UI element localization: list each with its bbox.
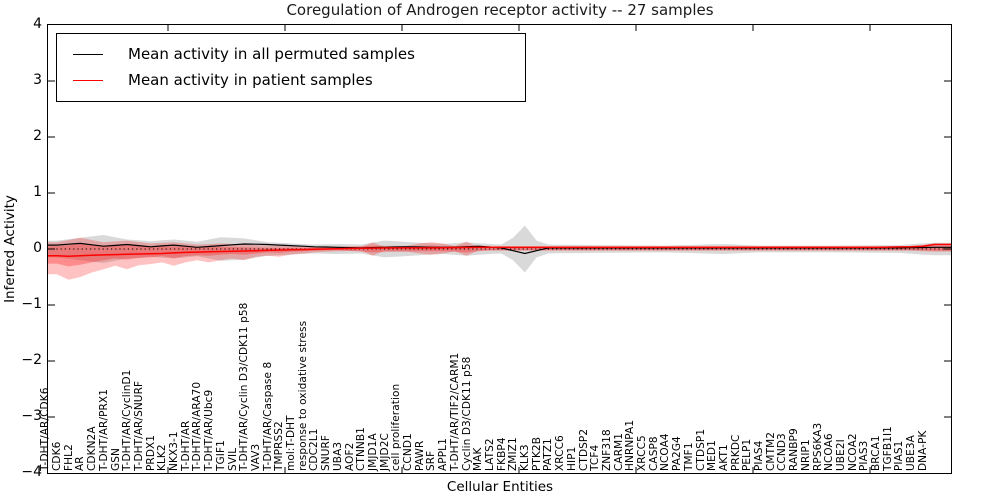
x-category-label: CTNNB1 [355, 427, 368, 471]
x-category-label: NCOA4 [659, 433, 672, 471]
x-category-label: FKBP4 [495, 437, 508, 471]
x-category-label: T-DHT/AR/PRX1 [97, 389, 110, 471]
x-category-label: XRCC5 [636, 435, 649, 471]
x-category-label: RPS6KA3 [811, 422, 824, 471]
legend-item-patient: Mean activity in patient samples [73, 67, 525, 93]
x-category-label: UBA3 [331, 441, 344, 471]
x-category-label: NRIP1 [799, 439, 812, 471]
x-category-label: APPL1 [437, 438, 450, 471]
x-category-label: MED1 [706, 440, 719, 471]
x-category-label: TGIF1 [214, 440, 227, 471]
legend-line-permuted-icon [73, 53, 103, 55]
x-category-label: mol:T-DHT [285, 415, 298, 471]
x-category-label: T-DHT/AR/Ubc9 [203, 389, 216, 471]
x-category-label: cell proliferation [390, 383, 403, 471]
x-category-label: NCOA6 [823, 433, 836, 471]
y-tick-label: 3 [33, 72, 42, 88]
x-category-label: PRKDC [729, 434, 742, 471]
y-tick-label: 0 [33, 240, 42, 256]
x-category-label: ZNF318 [600, 429, 613, 471]
x-category-label: UBE3A [905, 435, 918, 471]
x-category-label: T-DHT/AR/CyclinD1 [121, 369, 134, 471]
x-category-label: T-DHT/AR/CDK6 [39, 387, 52, 471]
x-category-label: BRCA1 [870, 435, 883, 471]
y-tick-label: 2 [33, 128, 42, 144]
x-category-label: CDC2L1 [308, 428, 321, 471]
x-category-label: JMJD2C [378, 433, 391, 471]
x-category-label: AOF2 [343, 442, 356, 471]
x-category-label: SNURF [320, 434, 333, 471]
x-category-label: T-DHT/AR/ARA70 [191, 381, 204, 471]
legend-label-permuted: Mean activity in all permuted samples [128, 45, 415, 63]
x-category-label: PRDX1 [144, 434, 157, 471]
x-category-label: CCND3 [776, 433, 789, 471]
y-tick-label: −2 [21, 352, 42, 368]
x-category-label: T-DHT/AR/SNURF [132, 380, 145, 471]
y-tick-label: 4 [33, 16, 42, 32]
x-category-label: XRCC6 [554, 435, 567, 471]
x-category-label: PA2G4 [671, 436, 684, 471]
plot-area: T-DHT/AR/CDK6 CDK6 FHL2 AR CDKN2A T-DHT/AR/PR… [39, 24, 952, 474]
x-category-label: KLK2 [156, 444, 169, 471]
x-category-label: UBE2I [834, 439, 847, 471]
x-category-label: SRF [425, 450, 438, 471]
x-category-label: AR [74, 456, 87, 471]
x-category-label: PIAS1 [893, 440, 906, 471]
x-category-label: HIP1 [565, 446, 578, 471]
x-category-label: PATZ1 [542, 438, 555, 471]
y-tick-label: −4 [21, 464, 42, 480]
legend-label-patient: Mean activity in patient samples [128, 71, 373, 89]
x-category-label: PIAS3 [858, 440, 871, 471]
x-category-label: T-DHT/AR/Cyclin D3/CDK11 p58 [238, 302, 251, 471]
x-category-label: NKX3-1 [168, 431, 181, 471]
series-line-1 [48, 243, 951, 258]
chart-canvas [48, 25, 951, 473]
x-category-label: TMPRSS2 [273, 421, 286, 471]
legend-line-patient-icon [73, 79, 103, 81]
x-category-label: HNRNPA1 [624, 419, 637, 471]
y-tick-label: 1 [33, 184, 42, 200]
patient-samples-spread-outer [48, 237, 951, 280]
legend-item-permuted: Mean activity in all permuted samples [73, 41, 525, 67]
x-category-label: AKT1 [717, 444, 730, 471]
x-category-label: VAV3 [249, 443, 262, 471]
y-tick-label: −3 [21, 408, 42, 424]
x-category-label: RANBP9 [788, 428, 801, 471]
x-category-label: NCOA2 [846, 433, 859, 471]
x-category-label: ZMIZ1 [507, 437, 520, 471]
chart-title: Coregulation of Androgen receptor activi… [286, 1, 714, 19]
x-category-label: Cyclin D3/CDK11 p58 [460, 356, 473, 471]
x-category-label: GSN [109, 448, 122, 471]
x-category-label: CTDSP2 [577, 428, 590, 471]
x-category-label: CDK6 [51, 441, 64, 471]
x-category-label: TCF4 [589, 444, 602, 471]
permuted-samples-spread [48, 225, 951, 273]
x-category-label: PELP1 [741, 438, 754, 471]
x-category-label: PIAS4 [753, 440, 766, 471]
x-category-label: CARM1 [612, 432, 625, 471]
x-category-label: CDKN2A [86, 426, 99, 471]
x-category-label: T-DHT/AR/TIF2/CARM1 [448, 352, 461, 471]
x-category-label: SVIL [226, 447, 239, 471]
legend: Mean activity in all permuted samples Me… [56, 33, 526, 102]
x-category-label: KLK3 [519, 444, 532, 471]
x-axis-label: Cellular Entities [446, 479, 554, 495]
x-category-label: CTDSP1 [694, 428, 707, 471]
x-category-label: TMF1 [682, 442, 695, 471]
x-category-label: LATS2 [483, 438, 496, 471]
x-category-label: CCND1 [402, 433, 415, 471]
x-category-label: JMJD1A [366, 433, 379, 471]
x-category-label: DNA-PK [916, 430, 929, 472]
x-category-label: T-DHT/AR/Caspase 8 [261, 361, 274, 471]
y-tick-label: −1 [21, 296, 42, 312]
x-category-label: MAK [472, 447, 485, 471]
